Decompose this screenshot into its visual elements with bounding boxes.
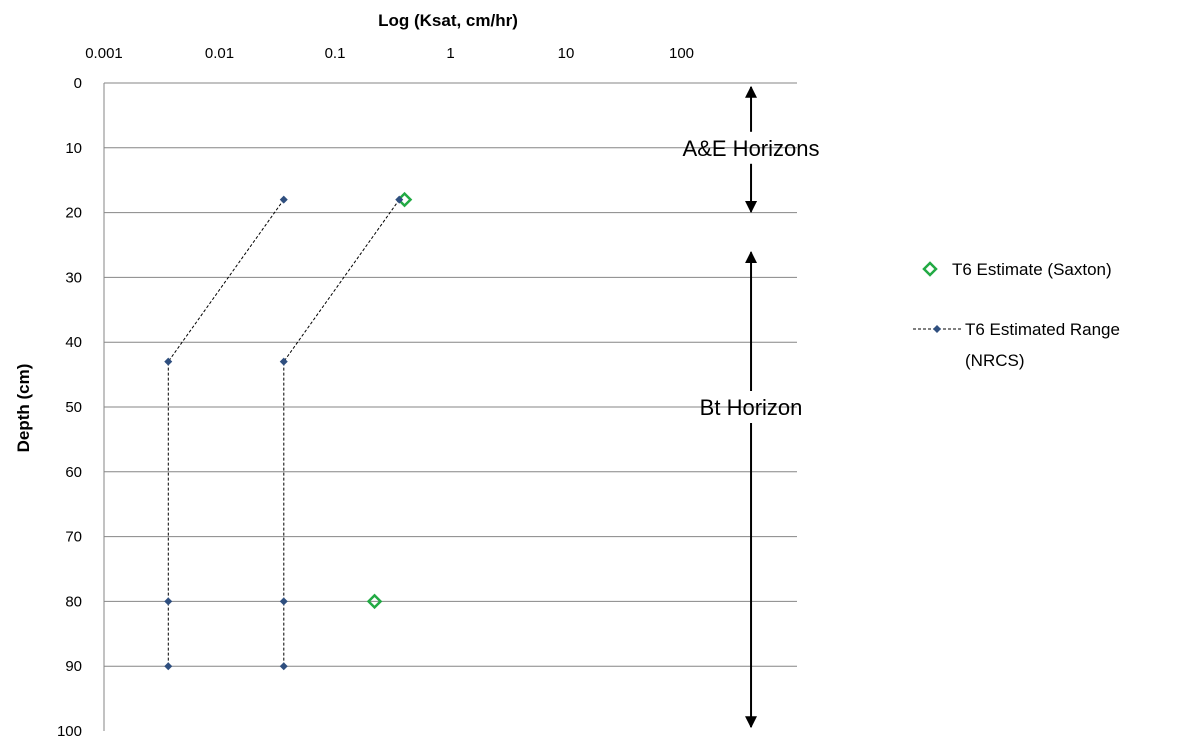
- y-tick-label-50: 50: [65, 399, 82, 416]
- legend-label-nrcs-1: T6 Estimated Range: [965, 320, 1120, 339]
- x-axis-title: Log (Ksat, cm/hr): [378, 11, 518, 30]
- legend-label-saxton: T6 Estimate (Saxton): [952, 260, 1112, 279]
- y-tick-label-100: 100: [57, 723, 82, 740]
- x-tick-label-0.001: 0.001: [85, 45, 123, 62]
- range-point-2-1: [395, 195, 404, 204]
- y-tick-labels: 0 10 20 30 40 50 60 70 80 90 100: [57, 75, 82, 740]
- y-tick-label-90: 90: [65, 658, 82, 675]
- y-tick-label-10: 10: [65, 140, 82, 157]
- range-point-2-4: [279, 662, 288, 671]
- range-point-1-1: [279, 195, 288, 204]
- x-tick-label-100: 100: [669, 45, 694, 62]
- series-lines: [167, 199, 400, 667]
- legend: T6 Estimate (Saxton) T6 Estimated Range …: [913, 260, 1120, 370]
- gridlines: [103, 82, 797, 731]
- y-tick-label-40: 40: [65, 334, 82, 351]
- range-point-2-2: [279, 357, 288, 366]
- y-axis-title: Depth (cm): [14, 364, 33, 453]
- y-tick-label-60: 60: [65, 464, 82, 481]
- y-tick-label-20: 20: [65, 205, 82, 222]
- x-tick-label-0.01: 0.01: [205, 45, 234, 62]
- range-point-2-3: [279, 597, 288, 606]
- series-points: [164, 191, 413, 671]
- x-tick-label-10: 10: [558, 45, 575, 62]
- annotation-label-1: A&E Horizons: [683, 136, 820, 161]
- x-tick-labels: 0.001 0.01 0.1 1 10 100: [85, 45, 694, 62]
- y-tick-label-0: 0: [74, 75, 82, 92]
- range-line-2: [283, 199, 400, 667]
- y-tick-label-30: 30: [65, 269, 82, 286]
- legend-marker-nrcs: [933, 325, 941, 333]
- annotations: A&E Horizons Bt Horizon: [683, 85, 820, 729]
- legend-marker-saxton: [922, 261, 938, 277]
- range-line-1: [167, 199, 285, 667]
- range-point-1-3: [164, 597, 173, 606]
- x-tick-label-1: 1: [446, 45, 454, 62]
- saxton-point-2: [366, 593, 383, 610]
- y-tick-label-70: 70: [65, 529, 82, 546]
- x-tick-label-0.1: 0.1: [325, 45, 346, 62]
- range-point-1-4: [164, 662, 173, 671]
- y-tick-label-80: 80: [65, 593, 82, 610]
- annotation-label-2: Bt Horizon: [700, 395, 803, 420]
- legend-label-nrcs-2: (NRCS): [965, 351, 1025, 370]
- range-point-1-2: [164, 357, 173, 366]
